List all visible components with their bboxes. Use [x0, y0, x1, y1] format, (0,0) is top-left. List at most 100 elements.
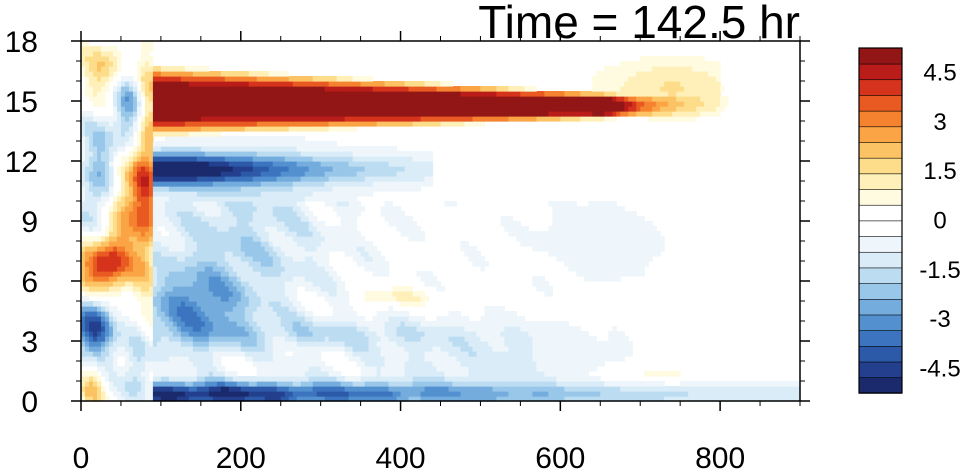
heatmap-cell — [540, 321, 545, 327]
heatmap-cell — [228, 311, 234, 317]
heatmap-cell — [456, 386, 462, 392]
heatmap-cell — [332, 176, 338, 182]
heatmap-cell — [632, 246, 637, 252]
heatmap-cell — [132, 191, 138, 197]
heatmap-cell — [544, 396, 549, 402]
heatmap-cell — [176, 221, 182, 227]
heatmap-cell — [596, 201, 601, 207]
heatmap-cell — [524, 336, 529, 342]
heatmap-cell — [640, 236, 645, 242]
heatmap-cell — [364, 256, 370, 262]
heatmap-cell — [516, 371, 521, 377]
heatmap-cell — [256, 376, 262, 382]
heatmap-cell — [396, 296, 402, 302]
heatmap-cell — [204, 296, 210, 302]
heatmap-cell — [288, 181, 294, 187]
heatmap-cell — [412, 166, 418, 172]
heatmap-cell — [336, 176, 342, 182]
heatmap-cell — [720, 391, 725, 397]
heatmap-cell — [280, 336, 286, 342]
heatmap-cell — [232, 301, 238, 307]
heatmap-cell — [288, 261, 294, 267]
heatmap-cell — [244, 331, 250, 337]
heatmap-cell — [336, 371, 342, 377]
heatmap-cell — [412, 221, 418, 227]
heatmap-cell — [424, 181, 430, 187]
heatmap-cell — [408, 301, 414, 307]
heatmap-cell — [548, 336, 553, 342]
heatmap-cell — [156, 331, 162, 337]
heatmap-cell — [364, 331, 370, 337]
heatmap-cell — [572, 381, 577, 387]
heatmap-cell — [364, 386, 370, 392]
heatmap-cell — [304, 356, 310, 362]
heatmap-cell — [128, 216, 134, 222]
heatmap-cell — [284, 206, 290, 212]
heatmap-cell — [128, 326, 134, 332]
heatmap-cell — [452, 371, 458, 377]
heatmap-cell — [564, 326, 569, 332]
heatmap-cell — [172, 216, 178, 222]
heatmap-cell — [564, 386, 569, 392]
heatmap-cell — [252, 251, 258, 257]
heatmap-cell — [388, 171, 394, 177]
heatmap-cell — [252, 171, 258, 177]
heatmap-cell — [248, 216, 254, 222]
heatmap-cell — [348, 231, 354, 237]
heatmap-cell — [156, 251, 162, 257]
heatmap-cell — [188, 341, 194, 347]
heatmap-cell — [324, 226, 330, 232]
heatmap-cell — [440, 376, 446, 382]
heatmap-cell — [580, 211, 585, 217]
heatmap-cell — [392, 311, 398, 317]
heatmap-cell — [232, 221, 238, 227]
heatmap-cell — [216, 166, 222, 172]
heatmap-cell — [164, 191, 170, 197]
heatmap-cell — [81, 301, 86, 307]
heatmap-cell — [292, 391, 298, 397]
heatmap-cell — [464, 341, 470, 347]
heatmap-cell — [200, 201, 206, 207]
heatmap-cell — [648, 236, 653, 242]
heatmap-cell — [368, 366, 374, 372]
heatmap-cell — [352, 216, 358, 222]
heatmap-cell — [240, 186, 246, 192]
heatmap-cell — [272, 286, 278, 292]
heatmap-cell — [188, 271, 194, 277]
heatmap-cell — [212, 196, 218, 202]
heatmap-cell — [532, 371, 537, 377]
heatmap-cell — [192, 301, 198, 307]
heatmap-cell — [280, 286, 286, 292]
heatmap-cell — [324, 286, 330, 292]
heatmap-cell — [360, 386, 366, 392]
heatmap-cell — [104, 231, 110, 237]
heatmap-cell — [408, 396, 414, 402]
heatmap-cell — [228, 196, 234, 202]
heatmap-cell — [124, 331, 130, 337]
heatmap-cell — [160, 276, 166, 282]
heatmap-cell — [340, 216, 346, 222]
heatmap-cell — [196, 316, 202, 322]
heatmap-cell — [164, 226, 170, 232]
heatmap-cell — [144, 376, 150, 382]
heatmap-cell — [332, 276, 338, 282]
heatmap-cell — [300, 386, 306, 392]
heatmap-cell — [676, 386, 681, 392]
heatmap-cell — [388, 176, 394, 182]
heatmap-cell — [572, 266, 577, 272]
heatmap-cell — [172, 231, 178, 237]
heatmap-cell — [288, 241, 294, 247]
heatmap-cell — [184, 221, 190, 227]
heatmap-cell — [568, 246, 573, 252]
heatmap-cell — [216, 181, 222, 187]
heatmap-cell — [408, 351, 414, 357]
heatmap-cell — [268, 316, 274, 322]
heatmap-cell — [81, 236, 86, 242]
heatmap-cell — [660, 246, 665, 252]
heatmap-cell — [128, 166, 134, 172]
heatmap-cell — [364, 251, 370, 257]
heatmap-cell — [192, 261, 198, 267]
heatmap-cell — [460, 316, 466, 322]
heatmap-cell — [604, 216, 609, 222]
heatmap-cell — [600, 236, 605, 242]
